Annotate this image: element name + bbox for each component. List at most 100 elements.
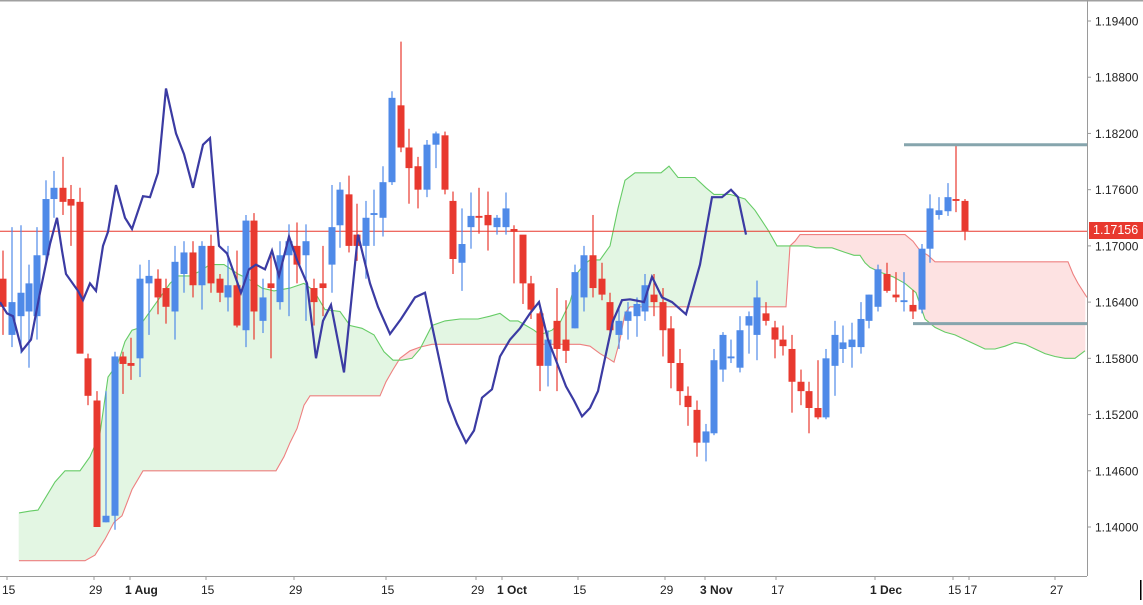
candle-body [259,297,267,321]
ichimoku-cloud [18,165,1086,562]
bearish-candle [883,262,891,293]
bearish-candle [771,320,779,359]
candle-body [467,215,475,228]
bullish-candle [745,311,753,354]
candle-body [42,199,50,256]
candle-body [883,274,891,291]
bearish-candle [805,381,813,434]
bullish-candle [302,224,310,321]
candle-body [198,245,206,286]
bearish-candle [562,300,570,364]
bullish-candle [8,227,16,348]
bullish-candle [388,91,396,185]
bearish-candle [909,289,917,319]
candle-body [216,278,224,293]
bullish-candle [328,184,336,293]
time-tick-label: 29 [289,583,303,597]
time-tick-label: 15 [573,583,587,597]
candle-body [779,339,787,347]
time-tick-label: 17 [771,583,785,597]
bullish-candle [736,316,744,373]
candle-body [900,300,908,303]
candle-body [414,166,422,190]
bearish-candle [814,360,822,420]
bullish-candle [822,348,830,420]
candle-body [719,334,727,370]
bearish-candle [67,184,75,246]
candle-body [797,381,805,392]
bearish-candle [267,255,275,359]
bullish-candle [336,182,344,248]
candle-body [771,327,779,340]
candle-body [162,288,170,307]
candle-body [788,348,796,382]
bearish-candle [310,278,318,326]
bearish-candle [233,250,241,328]
bearish-candle [397,41,405,153]
bearish-candle [553,288,561,392]
bullish-candle [17,225,25,354]
bullish-candle [857,302,865,354]
bullish-candle [865,294,873,329]
candle-body [388,97,396,183]
time-tick-label: 3 Nov [700,583,733,597]
bearish-candle [510,225,518,284]
candle-body [874,269,882,307]
bullish-candle [111,351,119,530]
bullish-candle [615,306,623,349]
candle-body [102,515,110,523]
bullish-candle [719,332,727,382]
candle-body [423,144,431,190]
price-tick-label: 1.18200 [1095,127,1139,141]
candle-body [319,283,327,289]
bearish-candle [676,348,684,406]
bearish-candle [189,241,197,298]
price-tick-label: 1.14000 [1095,521,1139,535]
candle-body [944,197,952,212]
candle-body [154,278,162,298]
candle-body [285,241,293,256]
price-tick-label: 1.15800 [1095,352,1139,366]
bearish-candle [536,311,544,392]
bullish-candle [136,264,144,378]
bearish-candle [589,214,597,298]
time-tick-label: 1 Dec [870,583,902,597]
bullish-candle [25,264,33,368]
lagging-span-line [0,88,748,445]
candle-body [650,294,658,303]
bullish-candle [493,214,501,235]
candle-body [328,227,336,265]
bullish-candle [839,325,847,364]
time-tick-label: 29 [660,583,674,597]
horizontal-levels[interactable] [904,143,1087,326]
bearish-candle [59,156,67,215]
candle-body [952,199,960,201]
candle-body [633,303,641,317]
price-tick-label: 1.14600 [1095,464,1139,478]
candle-body [276,255,284,303]
candle-body [84,358,92,396]
price-tick-label: 1.15200 [1095,408,1139,422]
bullish-candle [900,272,908,312]
bullish-candle [831,320,839,396]
candle-body [145,275,153,284]
bullish-candle [848,322,856,368]
top-border [0,0,1143,2]
candle-body [814,407,822,418]
time-tick-label: 15 [381,583,395,597]
bearish-candle [127,337,135,380]
candle-body [926,208,934,249]
candle-body [189,252,197,286]
bullish-candle [753,280,761,361]
bearish-candle [441,131,449,195]
bullish-candle [944,183,952,216]
bearish-candle [207,234,215,293]
time-tick-label: 15 [201,583,215,597]
bearish-candle [519,234,527,304]
bullish-candle [624,302,632,340]
candle-body [527,283,535,310]
candle-body [553,320,561,349]
candle-body [598,278,606,295]
